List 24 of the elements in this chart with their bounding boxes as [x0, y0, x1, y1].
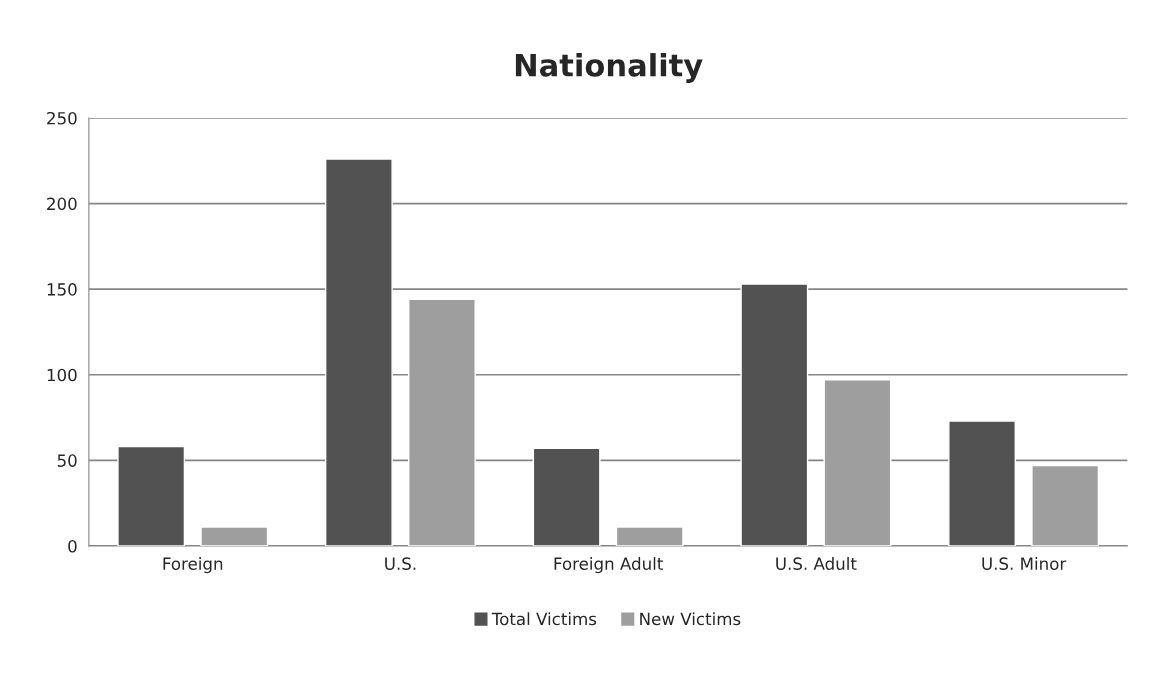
bar: [615, 526, 684, 546]
x-tick-label: Foreign: [163, 557, 223, 574]
y-tick-label: 0: [68, 539, 77, 553]
x-tick-label: Foreign Adult: [554, 557, 663, 574]
legend-label: New Victims: [640, 612, 741, 626]
x-tick-label: U.S. Minor: [982, 557, 1067, 570]
bar: [823, 379, 892, 546]
bar: [948, 420, 1016, 546]
bar: [200, 526, 269, 546]
y-tick-label: 150: [47, 283, 77, 296]
legend-label: Total Victims: [491, 612, 597, 626]
x-tick-label: U.S. Adult: [776, 557, 857, 570]
bar: [532, 447, 601, 546]
bar: [740, 283, 809, 546]
bar: [408, 298, 476, 546]
x-tick-label: U.S.: [385, 557, 416, 570]
y-tick-label: 100: [47, 368, 77, 382]
chart-title: Nationality: [515, 53, 703, 83]
bar: [117, 445, 186, 546]
bar: [324, 158, 393, 546]
y-tick-label: 50: [57, 454, 77, 467]
y-tick-label: 250: [47, 111, 77, 125]
y-tick-label: 200: [47, 197, 77, 211]
bar: [1031, 464, 1100, 546]
